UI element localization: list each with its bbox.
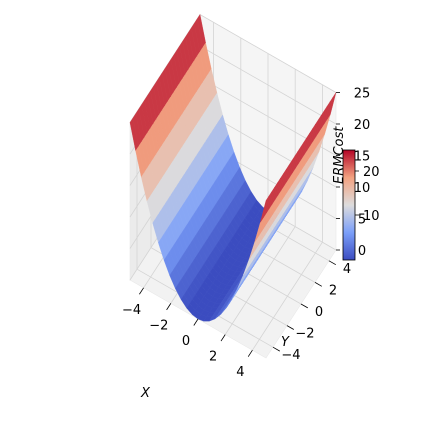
y-tick-label: −2 — [295, 327, 314, 342]
z-tick-label: 10 — [354, 181, 371, 196]
gridline — [252, 241, 323, 351]
y-tick — [272, 346, 280, 352]
z-tick-label: 20 — [354, 118, 371, 133]
colorbar-tick-label: 10 — [363, 209, 380, 224]
z-tick-label: 5 — [358, 213, 366, 228]
y-tick-label: 2 — [329, 283, 337, 298]
y-tick-label: 0 — [315, 305, 323, 320]
x-tick-label: 0 — [182, 334, 190, 349]
y-axis-label: Y — [281, 335, 290, 350]
x-axis-label: X — [140, 386, 151, 401]
y-tick — [314, 282, 322, 287]
x-tick-label: −4 — [122, 303, 141, 318]
z-tick-label: 25 — [354, 87, 371, 102]
x-tick-label: 2 — [209, 350, 217, 365]
x-tick — [220, 334, 226, 342]
y-tick-label: −4 — [281, 348, 300, 363]
x-tick — [139, 287, 144, 295]
x-tick-label: 4 — [236, 365, 244, 380]
y-tick-label: 4 — [343, 262, 351, 277]
z-tick-label: 15 — [354, 150, 371, 165]
colorbar: 20 10 — [342, 149, 380, 261]
colorbar-gradient — [342, 149, 356, 261]
y-tick — [300, 303, 308, 309]
y-tick — [286, 325, 294, 330]
surface-patch — [260, 195, 270, 223]
x-tick — [247, 349, 253, 357]
y-tick — [328, 260, 336, 266]
x-tick-label: −2 — [149, 318, 168, 333]
gridline — [224, 226, 296, 335]
surface — [129, 13, 337, 322]
x-tick — [166, 303, 172, 311]
colorbar-tick-label: 20 — [363, 165, 380, 180]
x-tick — [193, 318, 199, 326]
z-tick-label: 0 — [358, 244, 366, 259]
